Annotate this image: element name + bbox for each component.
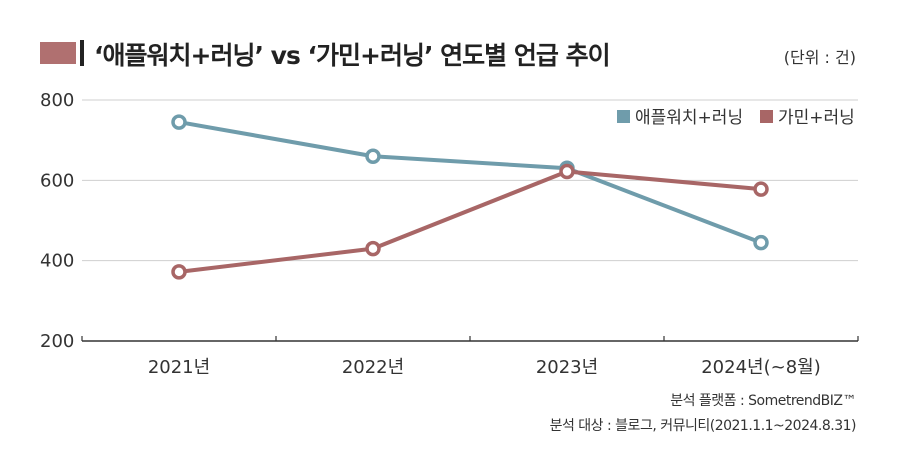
legend-item-garmin-swatch [760, 110, 773, 123]
source-platform: 분석 플랫폼 : SometrendBIZ™ [670, 393, 856, 409]
data-point [365, 148, 381, 164]
y-tick-label: 600 [40, 170, 74, 191]
data-point [559, 163, 575, 180]
data-point [365, 240, 381, 257]
y-tick-label: 400 [40, 251, 74, 272]
x-tick-label: 2023년 [536, 357, 598, 378]
title-color-block [40, 42, 76, 64]
data-point [171, 114, 187, 130]
unit-label: (단위 : 건) [783, 48, 856, 67]
x-tick-label: 2021년 [148, 357, 210, 378]
legend-item-garmin-label: 가민+러닝 [778, 108, 855, 128]
x-tick-label: 2022년 [342, 357, 404, 378]
series-line-2 [177, 169, 763, 274]
x-tick-label: 2024년(~8월) [701, 357, 821, 378]
data-point [753, 234, 769, 251]
title-separator [80, 40, 84, 66]
chart-title: ‘애플워치+러닝’ vs ‘가민+러닝’ 연도별 언급 추이 [94, 41, 611, 70]
source-target: 분석 대상 : 블로그, 커뮤니티(2021.1.1~2024.8.31) [549, 418, 857, 434]
y-tick-label: 800 [40, 90, 74, 111]
legend-item-apple-label: 애플워치+러닝 [635, 108, 743, 128]
data-point [171, 264, 187, 280]
legend-item-apple-swatch [617, 110, 630, 123]
series-line-1 [177, 120, 763, 245]
y-tick-label: 200 [40, 331, 74, 352]
data-point [753, 181, 769, 197]
